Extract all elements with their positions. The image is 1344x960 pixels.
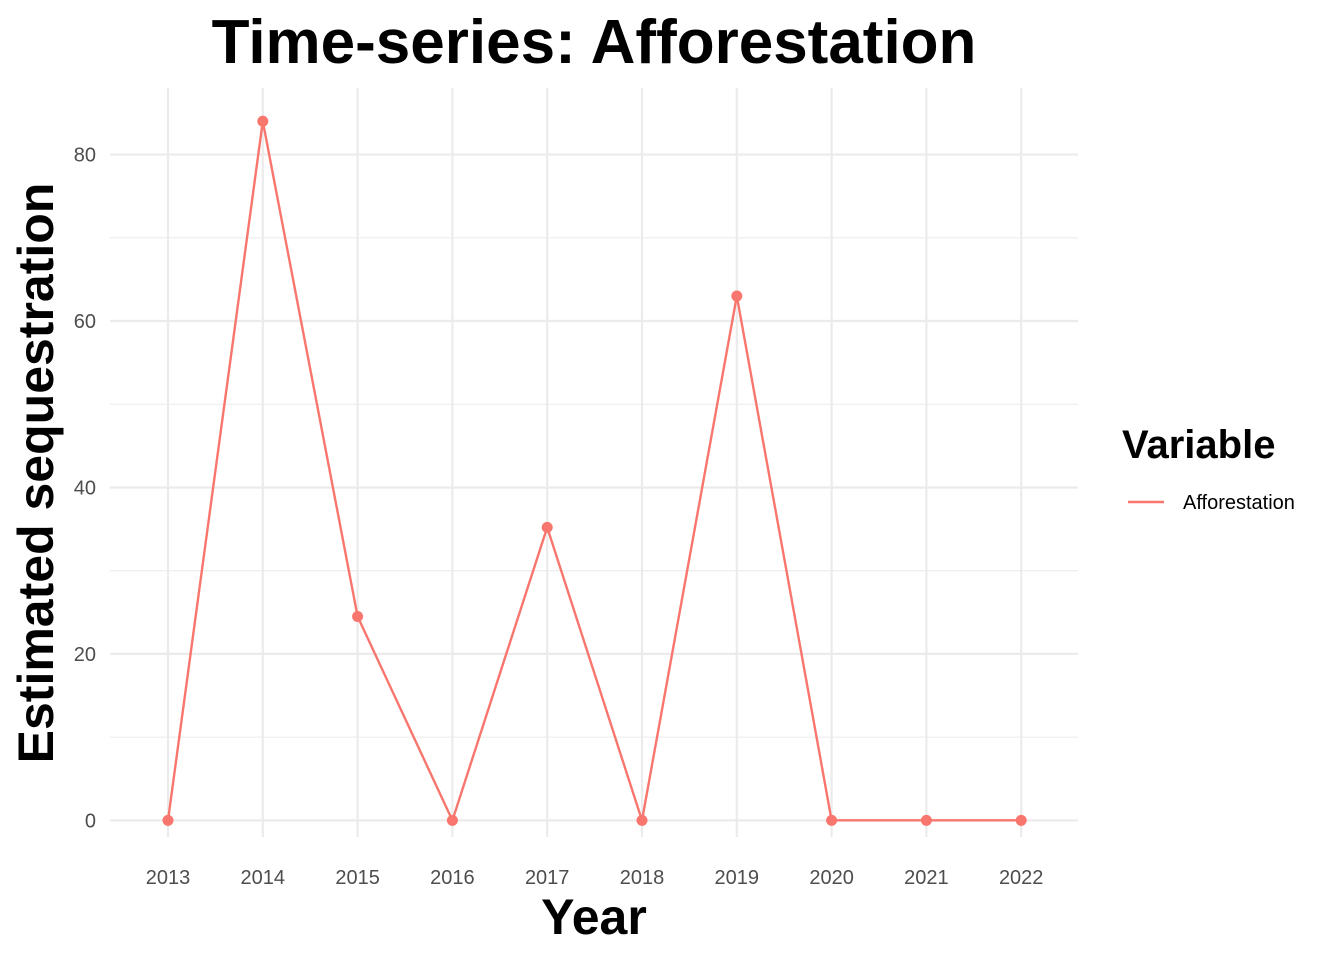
x-tick-label: 2015 [335,867,380,889]
legend: Variable Afforestation [1122,423,1295,514]
series-layer [162,115,1027,826]
x-axis-ticks: 2013 2014 2015 2016 2017 2018 2019 2020 2021 2022 [146,867,1044,889]
x-tick-label: 2013 [146,867,191,889]
data-point [541,521,553,533]
data-point [257,115,269,127]
x-axis-title: Year [541,889,647,945]
data-point [352,610,364,622]
legend-label: Afforestation [1183,492,1295,514]
x-tick-label: 2018 [620,867,665,889]
x-tick-label: 2014 [241,867,286,889]
data-point [920,814,932,826]
data-point [731,290,743,302]
series-line [166,120,1022,822]
x-tick-label: 2021 [904,867,949,889]
legend-title: Variable [1122,423,1275,467]
x-tick-label: 2020 [809,867,854,889]
y-tick-label: 40 [74,477,96,499]
grid-lines [110,88,1078,837]
chart-title: Time-series: Afforestation [212,8,977,77]
y-tick-label: 80 [74,145,96,167]
data-point [446,814,458,826]
y-axis-title: Estimated sequestration [8,183,64,764]
data-point [1015,814,1027,826]
x-tick-label: 2016 [430,867,475,889]
y-tick-label: 20 [74,644,96,666]
data-point [162,814,174,826]
y-tick-label: 60 [74,311,96,333]
data-point [826,814,838,826]
data-point [636,814,648,826]
x-tick-label: 2017 [525,867,570,889]
x-tick-label: 2022 [999,867,1044,889]
x-tick-label: 2019 [715,867,760,889]
y-tick-label: 0 [85,810,96,832]
legend-items: Afforestation [1128,492,1295,514]
y-axis-ticks: 0 20 40 60 80 [74,145,96,833]
